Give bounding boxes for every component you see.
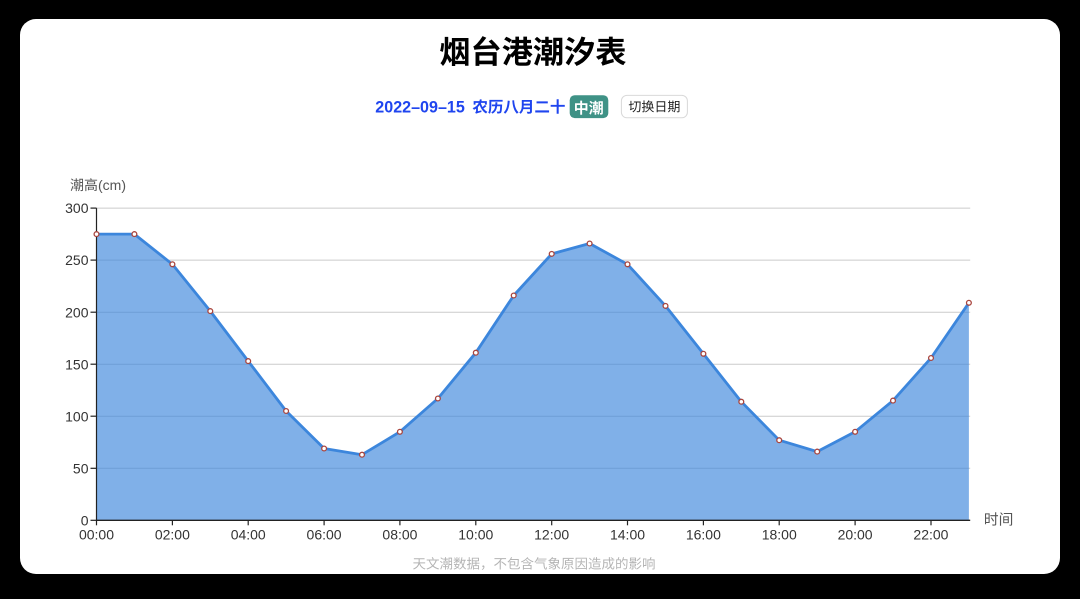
svg-text:14:00: 14:00 — [610, 527, 645, 543]
svg-text:16:00: 16:00 — [686, 527, 721, 543]
svg-text:0: 0 — [81, 512, 89, 528]
svg-text:150: 150 — [65, 356, 89, 372]
svg-text:250: 250 — [65, 252, 89, 268]
svg-text:06:00: 06:00 — [307, 527, 342, 543]
svg-text:22:00: 22:00 — [913, 527, 948, 543]
svg-text:08:00: 08:00 — [382, 527, 417, 543]
svg-text:18:00: 18:00 — [762, 527, 797, 543]
svg-text:20:00: 20:00 — [838, 527, 873, 543]
svg-text:02:00: 02:00 — [155, 527, 190, 543]
svg-text:100: 100 — [65, 408, 89, 424]
svg-text:00:00: 00:00 — [79, 527, 114, 543]
svg-text:04:00: 04:00 — [231, 527, 266, 543]
svg-text:300: 300 — [65, 200, 89, 216]
svg-text:12:00: 12:00 — [534, 527, 569, 543]
svg-text:200: 200 — [65, 304, 89, 320]
svg-text:(cm): (cm) — [98, 177, 126, 193]
svg-text:10:00: 10:00 — [458, 527, 493, 543]
svg-text:2022–09–15: 2022–09–15 — [375, 99, 465, 117]
svg-text:50: 50 — [73, 460, 89, 476]
